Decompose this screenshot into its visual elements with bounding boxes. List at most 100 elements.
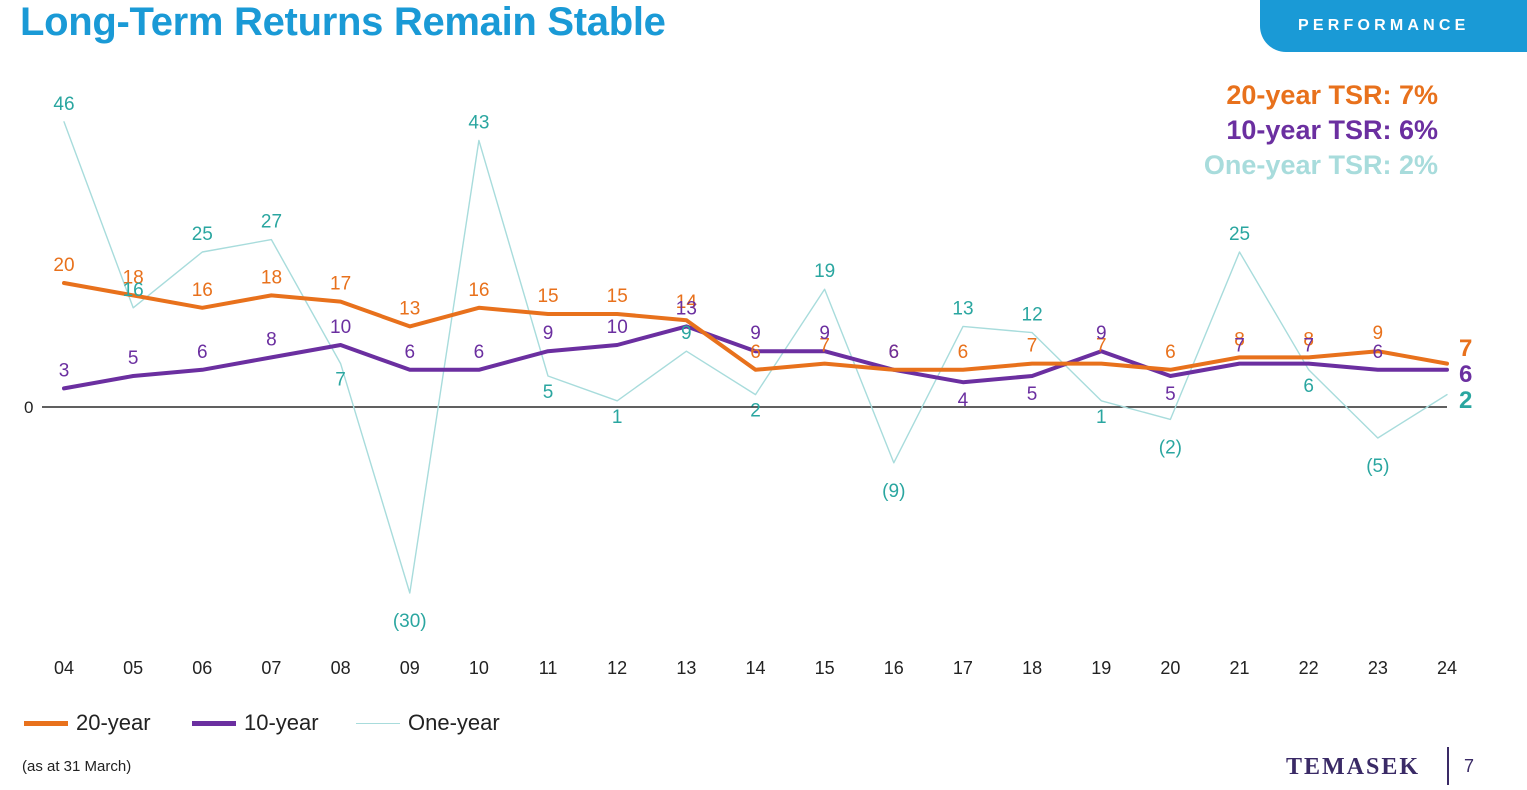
data-label-20-year: 20 bbox=[53, 255, 74, 276]
data-label-10-year: 9 bbox=[819, 323, 830, 344]
data-label-20-year: 9 bbox=[1373, 323, 1384, 344]
data-label-10-year: 6 bbox=[404, 342, 415, 363]
data-label-10-year: 6 bbox=[474, 342, 485, 363]
x-tick-label: 18 bbox=[1022, 658, 1042, 678]
data-label-one-year: 12 bbox=[1022, 305, 1043, 326]
data-label-20-year: 8 bbox=[1234, 329, 1245, 350]
data-label-20-year: 15 bbox=[537, 286, 558, 307]
data-label-one-year: 1 bbox=[1096, 407, 1107, 428]
data-label-20-year: 7 bbox=[1096, 336, 1107, 357]
data-label-one-year: 2 bbox=[1459, 387, 1472, 414]
data-label-one-year: (30) bbox=[393, 611, 427, 632]
data-label-one-year: (9) bbox=[882, 481, 905, 502]
data-label-one-year: 2 bbox=[750, 401, 761, 422]
data-label-10-year: 5 bbox=[1027, 384, 1038, 405]
data-label-one-year: 1 bbox=[612, 407, 623, 428]
data-label-10-year: 9 bbox=[543, 323, 554, 344]
legend-label-20-year: 20-year bbox=[76, 710, 151, 735]
data-label-one-year: 16 bbox=[123, 280, 144, 301]
data-label-10-year: 7 bbox=[1234, 336, 1245, 357]
section-badge: PERFORMANCE bbox=[1260, 0, 1527, 52]
data-label-10-year: 9 bbox=[1096, 323, 1107, 344]
legend-swatch-one-year bbox=[356, 722, 400, 724]
data-label-20-year: 7 bbox=[1027, 336, 1038, 357]
tsr-one-year: One-year TSR: 2% bbox=[1203, 150, 1438, 180]
legend-item-10-year: 10-year bbox=[192, 708, 319, 738]
data-label-10-year: 6 bbox=[197, 342, 208, 363]
data-label-20-year: 8 bbox=[1303, 329, 1314, 350]
x-tick-label: 14 bbox=[745, 658, 765, 678]
tsr-10-year: 10-year TSR: 6% bbox=[1226, 115, 1438, 145]
data-label-one-year: 6 bbox=[1303, 376, 1314, 397]
data-label-10-year: 5 bbox=[128, 348, 139, 369]
data-label-10-year: 9 bbox=[750, 323, 761, 344]
temasek-logo: TEMASEK bbox=[1286, 754, 1421, 780]
section-badge-label: PERFORMANCE bbox=[1298, 17, 1470, 34]
data-label-one-year: 46 bbox=[53, 94, 74, 115]
data-label-20-year: 15 bbox=[607, 286, 628, 307]
x-tick-label: 17 bbox=[953, 658, 973, 678]
data-label-one-year: 9 bbox=[681, 323, 692, 344]
series-line-one-year bbox=[63, 121, 1448, 594]
data-label-10-year: 6 bbox=[1373, 342, 1384, 363]
legend-label-one-year: One-year bbox=[408, 710, 500, 735]
data-label-10-year: 5 bbox=[1165, 384, 1176, 405]
x-tick-label: 07 bbox=[261, 658, 281, 678]
legend-item-20-year: 20-year bbox=[24, 708, 151, 738]
data-label-one-year: 25 bbox=[1229, 224, 1250, 245]
x-tick-label: 09 bbox=[400, 658, 420, 678]
x-tick-label: 08 bbox=[331, 658, 351, 678]
data-label-20-year: 7 bbox=[819, 336, 830, 357]
data-label-20-year: 18 bbox=[123, 267, 144, 288]
data-label-20-year: 13 bbox=[399, 298, 420, 319]
x-tick-label: 16 bbox=[884, 658, 904, 678]
data-label-20-year: 18 bbox=[261, 267, 282, 288]
x-tick-label: 22 bbox=[1299, 658, 1319, 678]
x-tick-label: 12 bbox=[607, 658, 627, 678]
footnote: (as at 31 March) bbox=[22, 758, 132, 775]
footer-divider bbox=[1447, 747, 1449, 785]
data-label-20-year: 7 bbox=[1459, 335, 1472, 362]
x-tick-label: 13 bbox=[676, 658, 696, 678]
x-tick-label: 24 bbox=[1437, 658, 1457, 678]
data-label-10-year: 7 bbox=[1303, 336, 1314, 357]
data-label-10-year: 6 bbox=[1459, 361, 1472, 388]
zero-tick-label: 0 bbox=[24, 398, 33, 417]
data-label-10-year: 3 bbox=[59, 360, 70, 381]
data-label-20-year: 6 bbox=[958, 342, 969, 363]
data-label-20-year: 17 bbox=[330, 274, 351, 295]
data-label-20-year: 6 bbox=[889, 342, 900, 363]
data-label-20-year: 16 bbox=[192, 280, 213, 301]
x-tick-label: 15 bbox=[815, 658, 835, 678]
x-tick-label: 21 bbox=[1230, 658, 1250, 678]
series-line-10-year bbox=[62, 324, 1449, 391]
data-label-10-year: 8 bbox=[266, 329, 277, 350]
tsr-20-year: 20-year TSR: 7% bbox=[1226, 80, 1438, 110]
data-label-one-year: (5) bbox=[1366, 456, 1389, 477]
data-label-one-year: 27 bbox=[261, 212, 282, 233]
data-label-20-year: 6 bbox=[750, 342, 761, 363]
data-label-one-year: 5 bbox=[543, 382, 554, 403]
data-label-10-year: 10 bbox=[607, 317, 628, 338]
data-label-10-year: 4 bbox=[958, 390, 969, 411]
x-tick-label: 05 bbox=[123, 658, 143, 678]
data-label-20-year: 6 bbox=[1165, 342, 1176, 363]
data-label-one-year: 19 bbox=[814, 261, 835, 282]
x-tick-label: 20 bbox=[1160, 658, 1180, 678]
data-label-20-year: 14 bbox=[676, 292, 698, 313]
x-tick-label: 23 bbox=[1368, 658, 1388, 678]
page-number: 7 bbox=[1464, 756, 1475, 776]
data-label-20-year: 16 bbox=[468, 280, 489, 301]
legend-label-10-year: 10-year bbox=[244, 710, 319, 735]
legend-swatch-10-year bbox=[192, 720, 236, 726]
series-line-20-year bbox=[62, 281, 1449, 372]
legend-item-one-year: One-year bbox=[356, 708, 500, 738]
page-title: Long-Term Returns Remain Stable bbox=[20, 0, 666, 44]
data-label-10-year: 10 bbox=[330, 317, 351, 338]
data-label-one-year: 25 bbox=[192, 224, 213, 245]
data-label-one-year: 7 bbox=[335, 370, 346, 391]
data-label-10-year: 13 bbox=[676, 298, 697, 319]
x-tick-label: 11 bbox=[539, 658, 558, 678]
data-label-10-year: 6 bbox=[889, 342, 900, 363]
legend-swatch-20-year bbox=[24, 720, 68, 726]
